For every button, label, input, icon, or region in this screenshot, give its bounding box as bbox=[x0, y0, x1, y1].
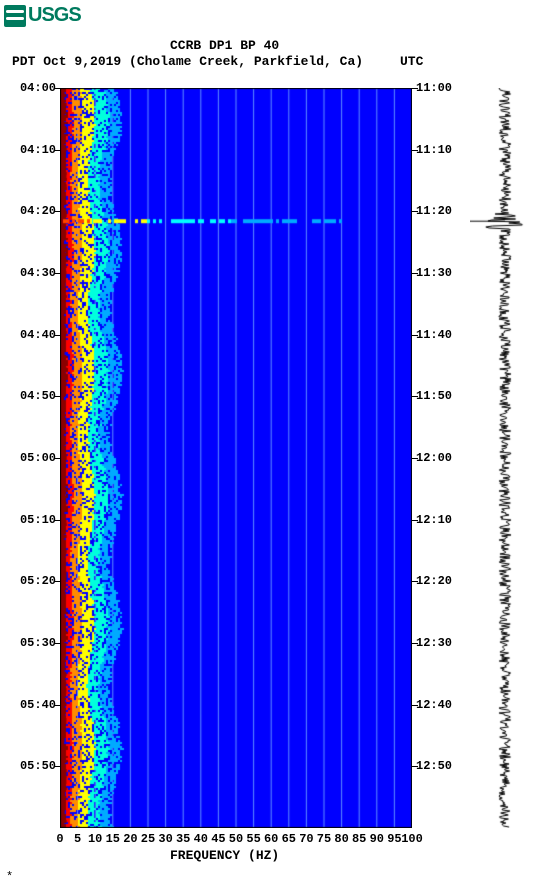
y-right-tick: 11:10 bbox=[416, 143, 452, 157]
x-tick: 40 bbox=[194, 832, 208, 846]
x-tick: 100 bbox=[401, 832, 423, 846]
y-left-tick: 04:40 bbox=[12, 328, 56, 342]
x-tick: 95 bbox=[387, 832, 401, 846]
x-tick: 55 bbox=[246, 832, 260, 846]
y-left-tick: 04:30 bbox=[12, 266, 56, 280]
x-tick: 5 bbox=[74, 832, 81, 846]
y-left-tick: 04:10 bbox=[12, 143, 56, 157]
footer-mark: * bbox=[6, 870, 13, 884]
y-left-tick: 05:00 bbox=[12, 451, 56, 465]
y-right-tick: 11:00 bbox=[416, 81, 452, 95]
x-tick: 0 bbox=[56, 832, 63, 846]
chart-title: CCRB DP1 BP 40 bbox=[170, 38, 279, 53]
x-tick: 25 bbox=[141, 832, 155, 846]
y-right-tick: 12:20 bbox=[416, 574, 452, 588]
y-left-tick: 05:10 bbox=[12, 513, 56, 527]
y-right-tick: 11:50 bbox=[416, 389, 452, 403]
y-right-tick: 12:40 bbox=[416, 698, 452, 712]
spectrogram-heatmap bbox=[60, 88, 412, 828]
y-right-tick: 11:20 bbox=[416, 204, 452, 218]
x-axis-label: FREQUENCY (HZ) bbox=[170, 848, 279, 863]
x-tick: 15 bbox=[106, 832, 120, 846]
x-tick: 85 bbox=[352, 832, 366, 846]
x-tick: 70 bbox=[299, 832, 313, 846]
utc-label: UTC bbox=[400, 54, 423, 69]
usgs-logo: USGS bbox=[4, 4, 81, 27]
x-tick: 30 bbox=[158, 832, 172, 846]
chart-subtitle: PDT Oct 9,2019 (Cholame Creek, Parkfield… bbox=[12, 54, 363, 69]
x-tick: 50 bbox=[229, 832, 243, 846]
x-tick: 45 bbox=[211, 832, 225, 846]
x-tick: 75 bbox=[317, 832, 331, 846]
y-left-tick: 05:30 bbox=[12, 636, 56, 650]
y-left-tick: 04:20 bbox=[12, 204, 56, 218]
y-left-tick: 04:00 bbox=[12, 81, 56, 95]
y-left-tick: 05:20 bbox=[12, 574, 56, 588]
x-tick: 65 bbox=[282, 832, 296, 846]
x-tick: 20 bbox=[123, 832, 137, 846]
y-right-tick: 12:10 bbox=[416, 513, 452, 527]
x-tick: 80 bbox=[334, 832, 348, 846]
y-right-tick: 12:50 bbox=[416, 759, 452, 773]
x-tick: 35 bbox=[176, 832, 190, 846]
wave-icon bbox=[4, 5, 26, 27]
x-tick: 90 bbox=[370, 832, 384, 846]
y-left-tick: 05:50 bbox=[12, 759, 56, 773]
y-right-tick: 12:30 bbox=[416, 636, 452, 650]
logo-text: USGS bbox=[28, 4, 81, 27]
x-tick: 60 bbox=[264, 832, 278, 846]
y-right-tick: 12:00 bbox=[416, 451, 452, 465]
y-left-tick: 05:40 bbox=[12, 698, 56, 712]
waveform-panel bbox=[470, 88, 540, 828]
waveform-trace bbox=[470, 88, 540, 828]
y-right-tick: 11:30 bbox=[416, 266, 452, 280]
y-left-tick: 04:50 bbox=[12, 389, 56, 403]
x-tick: 10 bbox=[88, 832, 102, 846]
spectrogram-plot bbox=[60, 88, 412, 828]
y-right-tick: 11:40 bbox=[416, 328, 452, 342]
